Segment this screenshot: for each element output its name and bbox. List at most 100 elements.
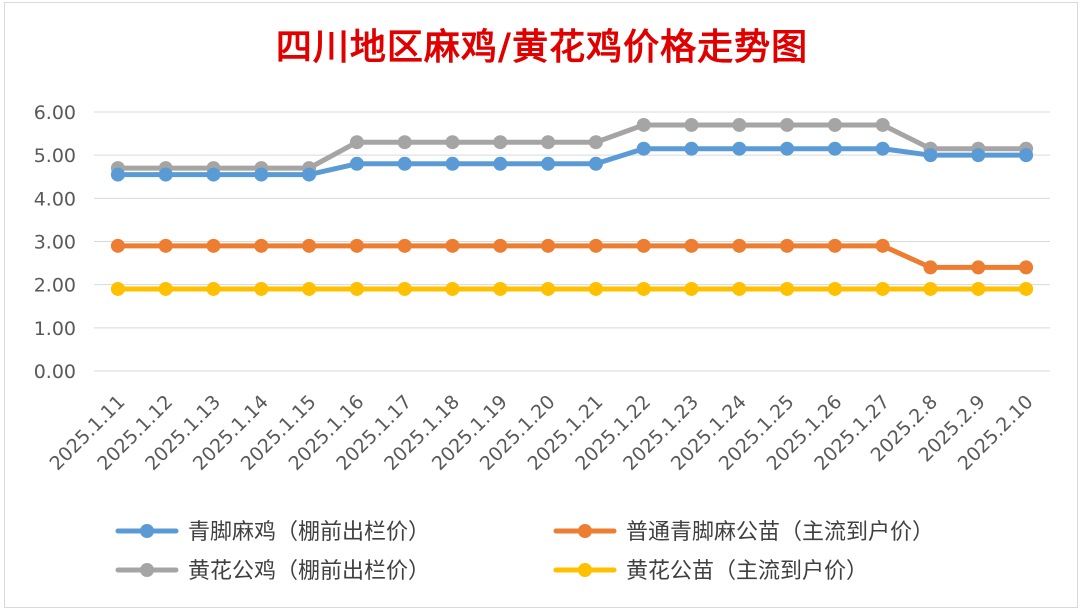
data-point [875,117,890,132]
data-point [780,238,795,253]
series-group [110,117,1034,296]
series-line [115,146,1029,178]
data-point [493,281,508,296]
data-point [827,117,842,132]
data-point [254,238,269,253]
data-point [684,281,699,296]
legend-item: 青脚麻鸡（棚前出栏价） [115,520,430,545]
data-point [349,156,364,171]
y-tick-label: 3.00 [34,232,76,254]
legend-item: 黄花公鸡（棚前出栏价） [115,559,430,584]
y-tick-label: 4.00 [34,188,76,210]
data-point [971,281,986,296]
data-point [397,135,412,150]
y-tick-label: 5.00 [34,145,76,167]
data-point [349,238,364,253]
data-point [1019,260,1034,275]
data-point [110,281,125,296]
y-tick-label: 6.00 [34,102,76,124]
data-point [732,238,747,253]
data-point [875,238,890,253]
data-point [923,148,938,163]
legend-item: 黄花公苗（主流到户价） [553,559,868,584]
legend-label: 普通青脚麻公苗（主流到户价） [626,520,934,545]
data-point [827,141,842,156]
chart-frame [4,2,1078,608]
data-point [541,281,556,296]
y-tick-label: 0.00 [34,361,76,383]
data-point [206,238,221,253]
legend-label: 青脚麻鸡（棚前出栏价） [188,520,430,545]
legend-swatch-marker [140,563,154,577]
data-point [206,167,221,182]
series-2 [110,117,1034,176]
data-point [588,281,603,296]
data-point [397,238,412,253]
data-point [493,156,508,171]
data-point [588,135,603,150]
data-point [1019,281,1034,296]
series-line [115,243,1029,270]
data-point [780,281,795,296]
data-point [588,156,603,171]
data-point [780,117,795,132]
data-point [493,135,508,150]
legend-item: 普通青脚麻公苗（主流到户价） [553,520,934,545]
legend-label: 黄花公苗（主流到户价） [626,559,868,584]
data-point [254,167,269,182]
data-point [636,238,651,253]
data-point [158,167,173,182]
data-point [827,281,842,296]
data-point [158,238,173,253]
data-point [1019,148,1034,163]
data-point [349,281,364,296]
legend-swatch-marker [578,563,592,577]
data-point [827,238,842,253]
series-1 [110,238,1034,275]
data-point [541,156,556,171]
data-point [875,141,890,156]
data-point [445,281,460,296]
data-point [971,148,986,163]
y-axis: 0.00 1.00 2.00 3.00 4.00 5.00 6.00 [34,102,76,383]
legend-swatch-marker [578,524,592,538]
x-axis: 2025.1.112025.1.122025.1.132025.1.142025… [45,391,1037,475]
data-point [254,281,269,296]
data-point [875,281,890,296]
data-point [445,238,460,253]
data-point [971,260,986,275]
data-point [636,281,651,296]
data-point [780,141,795,156]
data-point [158,281,173,296]
data-point [302,167,317,182]
data-point [302,281,317,296]
data-point [349,135,364,150]
data-point [732,117,747,132]
data-point [923,281,938,296]
data-point [684,141,699,156]
data-point [302,238,317,253]
data-point [588,238,603,253]
data-point [445,156,460,171]
series-3 [110,281,1034,296]
data-point [397,156,412,171]
data-point [493,238,508,253]
data-point [732,141,747,156]
gridlines [94,111,1050,372]
data-point [110,238,125,253]
data-point [636,141,651,156]
data-point [732,281,747,296]
data-point [684,117,699,132]
data-point [110,167,125,182]
legend-label: 黄花公鸡（棚前出栏价） [188,559,430,584]
data-point [445,135,460,150]
data-point [636,117,651,132]
chart-title: 四川地区麻鸡/黄花鸡价格走势图 [275,26,809,68]
series-line [115,122,1029,171]
data-point [541,135,556,150]
data-point [397,281,412,296]
data-point [923,260,938,275]
legend: 青脚麻鸡（棚前出栏价） 普通青脚麻公苗（主流到户价） 黄花公鸡（棚前出栏价） 黄花公苗… [115,520,934,584]
legend-swatch-marker [140,524,154,538]
